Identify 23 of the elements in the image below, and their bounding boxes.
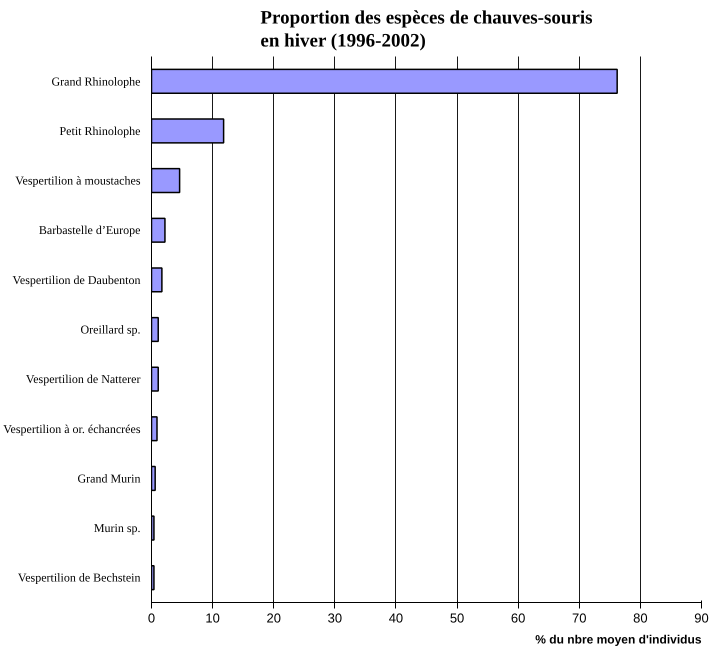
- x-tick-label: 60: [510, 610, 526, 626]
- y-tick-label: Grand Murin: [78, 471, 141, 486]
- y-tick-label: Barbastelle d’Europe: [38, 223, 140, 238]
- chart-title: Proportion des espèces de chauves-souris en hiver (1996-2002): [260, 7, 593, 52]
- y-tick-label: Vespertilion à or. échancrées: [3, 422, 141, 436]
- y-tick-label: Oreillard sp.: [80, 322, 140, 336]
- x-tick-label: 80: [633, 610, 648, 626]
- x-axis-title: % du nbre moyen d'individus: [535, 632, 702, 646]
- y-tick-label: Vespertilion à moustaches: [15, 174, 141, 188]
- y-tick-label: Petit Rhinolophe: [60, 124, 140, 138]
- x-tick-label: 90: [694, 610, 709, 626]
- x-tick-label: 50: [450, 610, 464, 626]
- x-tick-label: 70: [572, 610, 587, 626]
- y-tick-label: Vespertilion de Natterer: [26, 372, 141, 386]
- y-tick-label: Vespertilion de Bechstein: [18, 570, 141, 585]
- x-tick-label: 10: [205, 610, 220, 626]
- y-tick-label: Murin sp.: [94, 521, 140, 536]
- y-tick-label: Grand Rhinolophe: [52, 74, 141, 88]
- x-tick-label: 0: [148, 610, 156, 626]
- x-tick-label: 40: [388, 610, 404, 626]
- x-tick-label: 30: [328, 610, 342, 626]
- y-tick-label: Vespertilion de Daubenton: [12, 272, 140, 287]
- x-tick-label: 20: [266, 610, 281, 626]
